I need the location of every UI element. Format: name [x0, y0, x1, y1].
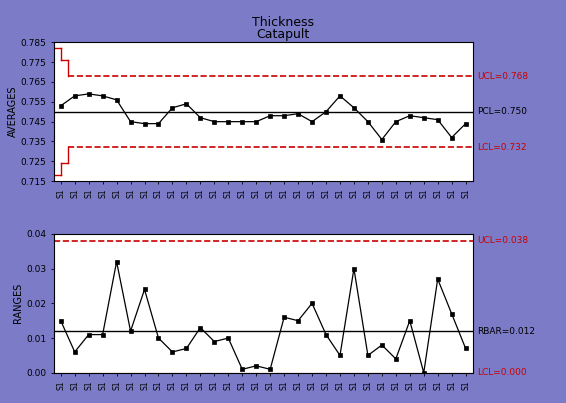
Y-axis label: RANGES: RANGES: [13, 283, 23, 324]
Text: PCL=0.750: PCL=0.750: [477, 107, 527, 116]
Text: RBAR=0.012: RBAR=0.012: [477, 326, 535, 336]
Text: UCL=0.038: UCL=0.038: [477, 237, 528, 245]
Text: UCL=0.768: UCL=0.768: [477, 72, 528, 81]
Text: Catapult: Catapult: [256, 28, 310, 41]
Text: LCL=0.000: LCL=0.000: [477, 368, 526, 377]
Y-axis label: AVERAGES: AVERAGES: [7, 86, 18, 137]
Text: LCL=0.732: LCL=0.732: [477, 143, 526, 152]
Text: Thickness: Thickness: [252, 16, 314, 29]
